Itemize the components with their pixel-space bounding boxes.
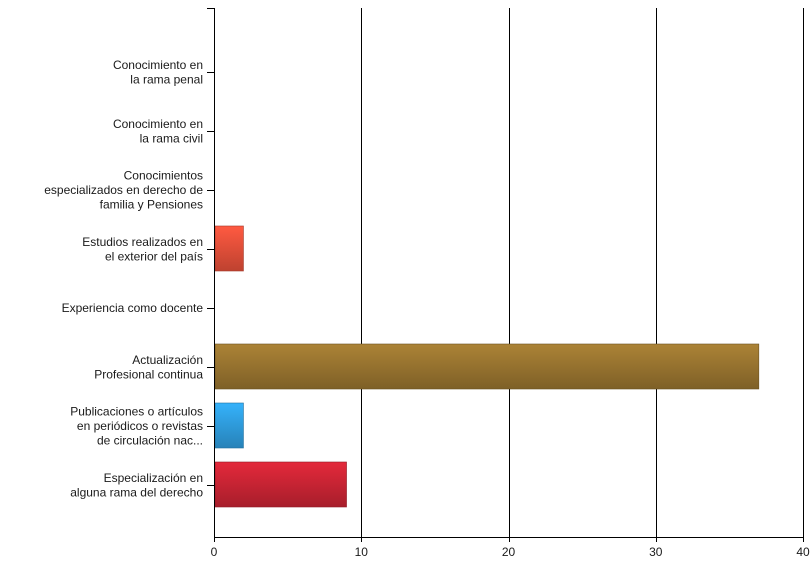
category-label-line: Estudios realizados en <box>82 235 203 249</box>
bar-5 <box>214 343 760 390</box>
bars <box>214 225 760 508</box>
category-label-line: de circulación nac... <box>97 434 203 448</box>
category-label-line: en periódicos o revistas <box>77 419 203 433</box>
x-tick-label-10: 10 <box>355 545 369 559</box>
category-label-line: Experiencia como docente <box>62 301 204 315</box>
category-label-line: familia y Pensiones <box>100 198 203 212</box>
x-tick-label-20: 20 <box>502 545 516 559</box>
axes <box>207 8 804 542</box>
category-label-line: la rama civil <box>140 131 203 145</box>
category-label-line: Conocimientos <box>124 169 203 183</box>
bar-6 <box>214 402 244 449</box>
x-tick-label-40: 40 <box>796 545 810 559</box>
category-label-2: Conocimientos especializados en derecho d… <box>44 169 203 212</box>
category-label-3: Estudios realizados en el exterior del pa… <box>82 235 203 264</box>
x-tick-labels: 0 10 20 30 40 <box>211 545 810 559</box>
category-label-7: Especialización en alguna rama del derech… <box>70 471 203 500</box>
category-label-line: Actualización <box>132 353 203 367</box>
category-label-line: Conocimiento en <box>113 117 203 131</box>
bar-7 <box>214 461 347 508</box>
category-label-line: el exterior del país <box>105 249 203 263</box>
x-tick-label-30: 30 <box>649 545 663 559</box>
bar-3 <box>214 225 244 272</box>
grid-lines <box>361 8 804 537</box>
category-label-4: Experiencia como docente <box>62 301 204 315</box>
category-label-line: la rama penal <box>130 72 203 86</box>
x-tick-label-0: 0 <box>211 545 218 559</box>
category-label-1: Conocimiento en la rama civil <box>113 117 203 146</box>
category-label-6: Publicaciones o artículos en periódicos o… <box>70 405 203 448</box>
category-label-line: Especialización en <box>104 471 203 485</box>
category-label-line: Publicaciones o artículos <box>70 405 203 419</box>
category-label-0: Conocimiento en la rama penal <box>113 58 203 87</box>
category-label-line: especializados en derecho de <box>44 183 203 197</box>
category-label-line: Profesional continua <box>94 367 203 381</box>
category-labels: Conocimiento en la rama penalConocimiento… <box>44 58 203 500</box>
category-label-line: alguna rama del derecho <box>70 485 203 499</box>
category-label-5: Actualización Profesional continua <box>94 353 203 382</box>
category-label-line: Conocimiento en <box>113 58 203 72</box>
